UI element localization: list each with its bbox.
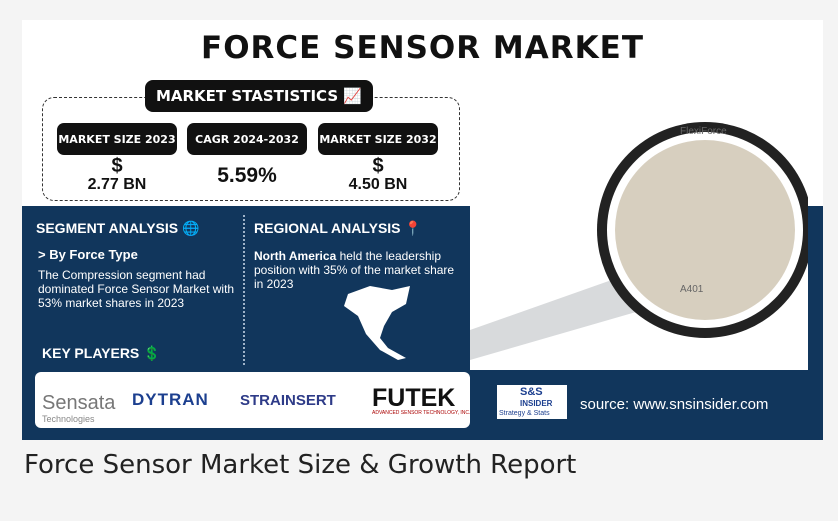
map-icon [340,282,420,364]
logo: FUTEK [372,384,455,413]
stat-value: 4.50 BN [318,176,438,194]
logo: STRAINSERT [240,392,336,409]
page: FORCE SENSOR MARKET MARKET STASTISTICS 📈… [0,0,838,521]
stat-label: MARKET SIZE 2023 [57,123,177,155]
sensor-brand: FlexiForce [680,126,727,137]
logo-sub: Technologies [42,414,95,424]
segment-heading-text: SEGMENT ANALYSIS [36,220,178,236]
stat-value: 5.59% [187,164,307,188]
sensor-image: FlexiForce A401 [470,120,808,370]
segment-text: The Compression segment had dominated Fo… [38,268,238,310]
logo-sub: ADVANCED SENSOR TECHNOLOGY, INC. [372,410,470,416]
stat-value: 2.77 BN [57,176,177,194]
currency: $ [57,155,177,178]
source: source: www.snsinsider.com [580,396,768,413]
regional-heading: REGIONAL ANALYSIS 📍 [254,220,422,237]
highlight: North America [254,249,336,263]
brand-sub: INSIDER [520,399,552,408]
regional-heading-text: REGIONAL ANALYSIS [254,220,401,236]
logo: Sensata [42,392,115,415]
sensor-model: A401 [680,284,704,295]
stat-label: MARKET SIZE 2032 [318,123,438,155]
stat-label: CAGR 2024-2032 [187,123,307,155]
players-heading: KEY PLAYERS 💲 [42,345,161,362]
currency: $ [318,155,438,178]
title: FORCE SENSOR MARKET [22,30,823,66]
separator [243,215,245,365]
logo: DYTRAN [132,390,209,410]
brand-name: S&S [520,386,543,398]
players-heading-text: KEY PLAYERS [42,345,139,361]
stats-heading: MARKET STASTISTICS 📈 [145,80,373,112]
brand-sub: Strategy & Stats [499,410,550,417]
stats-heading-text: MARKET STASTISTICS [156,87,338,105]
segment-heading: SEGMENT ANALYSIS 🌐 [36,220,199,237]
caption: Force Sensor Market Size & Growth Report [24,450,576,480]
segment-sub: > By Force Type [38,247,138,262]
